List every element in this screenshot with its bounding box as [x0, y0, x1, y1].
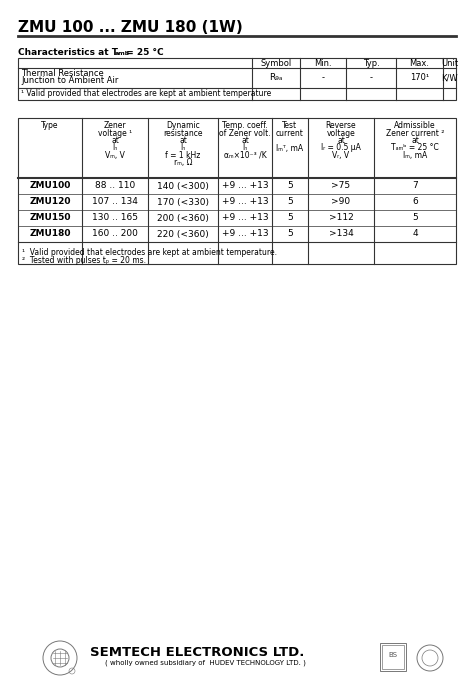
Text: ZMU180: ZMU180	[29, 229, 71, 239]
Text: Iᵣ = 0.5 μA: Iᵣ = 0.5 μA	[321, 144, 361, 153]
Text: -: -	[321, 73, 325, 83]
Text: -: -	[370, 73, 373, 83]
Text: K/W: K/W	[441, 73, 458, 83]
Text: Iₙ: Iₙ	[112, 144, 118, 153]
Text: Typ.: Typ.	[363, 59, 379, 68]
Bar	[18, 118, 456, 264]
Bar	[382, 645, 404, 669]
Text: Test: Test	[283, 121, 298, 130]
Text: Dynamic: Dynamic	[166, 121, 200, 130]
Bar	[18, 58, 456, 100]
Text: Iₙ: Iₙ	[242, 144, 247, 153]
Text: Tₐₘᵇ = 25 °C: Tₐₘᵇ = 25 °C	[391, 144, 439, 153]
Text: Min.: Min.	[314, 59, 332, 68]
Text: BS: BS	[389, 652, 398, 658]
Text: at: at	[411, 136, 419, 145]
Text: 107 .. 134: 107 .. 134	[92, 197, 138, 207]
Text: Iₙ: Iₙ	[181, 144, 186, 153]
Text: Max.: Max.	[410, 59, 429, 68]
Text: 4: 4	[412, 229, 418, 239]
Text: at: at	[241, 136, 249, 145]
Text: 5: 5	[287, 214, 293, 222]
Text: Temp. coeff.: Temp. coeff.	[222, 121, 268, 130]
Text: at: at	[179, 136, 187, 145]
Text: Symbol: Symbol	[260, 59, 292, 68]
Text: 160 .. 200: 160 .. 200	[92, 229, 138, 239]
Text: Admissible: Admissible	[394, 121, 436, 130]
Text: ZMU100: ZMU100	[29, 182, 71, 191]
Text: ²  Tested with pulses tₚ = 20 ms.: ² Tested with pulses tₚ = 20 ms.	[22, 256, 146, 265]
Text: +9 ... +13: +9 ... +13	[222, 214, 268, 222]
Text: 5: 5	[412, 214, 418, 222]
Text: SEMTECH ELECTRONICS LTD.: SEMTECH ELECTRONICS LTD.	[90, 646, 304, 659]
Text: ¹ Valid provided that electrodes are kept at ambient temperature: ¹ Valid provided that electrodes are kep…	[21, 89, 271, 98]
Text: +9 ... +13: +9 ... +13	[222, 197, 268, 207]
Text: Vₘ, V: Vₘ, V	[105, 151, 125, 160]
Text: of Zener volt.: of Zener volt.	[219, 129, 271, 138]
Text: Iₘ, mA: Iₘ, mA	[403, 151, 427, 160]
Text: 5: 5	[287, 197, 293, 207]
Text: 220 (<360): 220 (<360)	[157, 229, 209, 239]
Text: at: at	[111, 136, 119, 145]
Text: 5: 5	[287, 229, 293, 239]
Text: Zener current ²: Zener current ²	[386, 129, 444, 138]
Text: Reverse: Reverse	[326, 121, 356, 130]
Text: current: current	[276, 129, 304, 138]
Text: Zener: Zener	[104, 121, 126, 130]
Text: Junction to Ambient Air: Junction to Ambient Air	[21, 76, 118, 85]
Text: +9 ... +13: +9 ... +13	[222, 182, 268, 191]
Text: >112: >112	[328, 214, 354, 222]
Text: +9 ... +13: +9 ... +13	[222, 229, 268, 239]
Text: Unit: Unit	[441, 59, 458, 68]
Bar	[380, 643, 406, 671]
Text: amb: amb	[115, 51, 130, 56]
Text: voltage: voltage	[327, 129, 356, 138]
Text: Vᵣ, V: Vᵣ, V	[332, 151, 349, 160]
Text: ( wholly owned subsidiary of  HUDEV TECHNOLOGY LTD. ): ( wholly owned subsidiary of HUDEV TECHN…	[105, 660, 306, 666]
Text: 7: 7	[412, 182, 418, 191]
Text: 170 (<330): 170 (<330)	[157, 197, 209, 207]
Text: 170¹: 170¹	[410, 73, 429, 83]
Text: 6: 6	[412, 197, 418, 207]
Text: at: at	[337, 136, 345, 145]
Text: >134: >134	[328, 229, 354, 239]
Text: voltage ¹: voltage ¹	[98, 129, 132, 138]
Text: ¹  Valid provided that electrodes are kept at ambient temperature.: ¹ Valid provided that electrodes are kep…	[22, 248, 277, 257]
Text: αₘ×10⁻³ /K: αₘ×10⁻³ /K	[224, 151, 266, 160]
Text: 130 .. 165: 130 .. 165	[92, 214, 138, 222]
Text: ZMU 100 ... ZMU 180 (1W): ZMU 100 ... ZMU 180 (1W)	[18, 20, 243, 35]
Text: ZMU120: ZMU120	[29, 197, 71, 207]
Text: 88 .. 110: 88 .. 110	[95, 182, 135, 191]
Text: >90: >90	[331, 197, 351, 207]
Text: = 25 °C: = 25 °C	[123, 48, 164, 57]
Text: f = 1 kHz: f = 1 kHz	[165, 151, 201, 160]
Text: >75: >75	[331, 182, 351, 191]
Text: 200 (<360): 200 (<360)	[157, 214, 209, 222]
Text: Type: Type	[41, 121, 59, 130]
Text: Thermal Resistance: Thermal Resistance	[21, 69, 104, 78]
Text: resistance: resistance	[163, 129, 203, 138]
Text: rₘ, Ω: rₘ, Ω	[174, 159, 192, 167]
Text: 5: 5	[287, 182, 293, 191]
Text: Iₘᵀ, mA: Iₘᵀ, mA	[276, 144, 303, 153]
Text: ZMU150: ZMU150	[29, 214, 71, 222]
Text: R₉ₐ: R₉ₐ	[269, 73, 283, 83]
Text: Characteristics at T: Characteristics at T	[18, 48, 118, 57]
Text: 140 (<300): 140 (<300)	[157, 182, 209, 191]
